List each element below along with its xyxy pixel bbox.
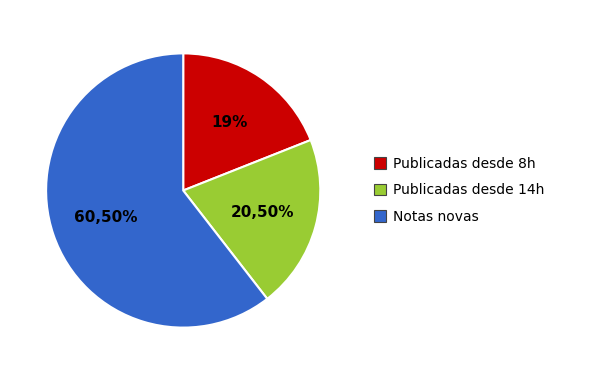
Legend: Publicadas desde 8h, Publicadas desde 14h, Notas novas: Publicadas desde 8h, Publicadas desde 14… — [368, 151, 550, 230]
Wedge shape — [183, 53, 311, 190]
Text: 60,50%: 60,50% — [74, 210, 137, 225]
Text: 19%: 19% — [211, 115, 248, 130]
Wedge shape — [46, 53, 267, 328]
Wedge shape — [183, 140, 320, 299]
Text: 20,50%: 20,50% — [231, 205, 294, 220]
